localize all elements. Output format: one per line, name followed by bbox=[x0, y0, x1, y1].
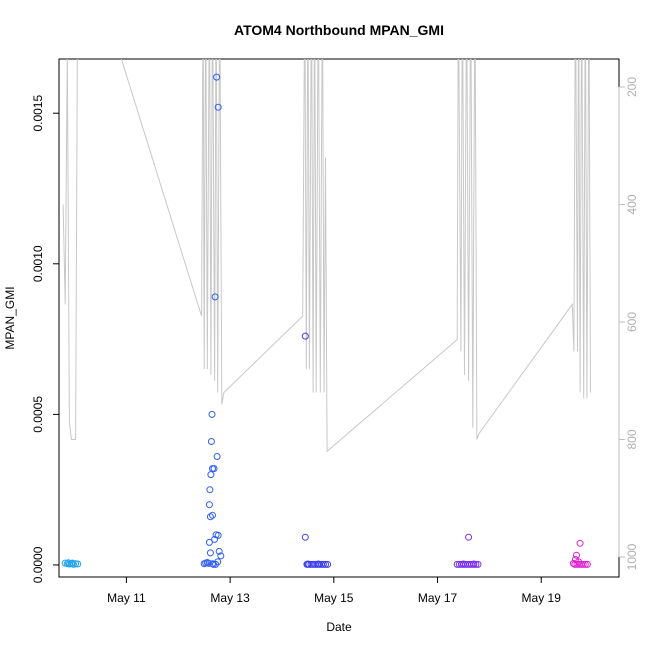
data-point bbox=[206, 486, 214, 494]
right-axis-series-layer bbox=[62, 59, 591, 453]
x-axis: May 11 May 13 May 15 May 17 May 19 bbox=[107, 576, 562, 605]
data-point bbox=[470, 560, 478, 568]
data-point bbox=[213, 73, 221, 81]
data-point bbox=[465, 533, 473, 541]
x-tick-label: May 15 bbox=[314, 591, 354, 605]
x-axis-label: Date bbox=[326, 620, 352, 634]
right-axis: 200 400 600 800 1000 bbox=[618, 77, 639, 570]
data-point bbox=[208, 410, 216, 418]
data-point bbox=[207, 438, 215, 445]
data-point bbox=[209, 511, 216, 519]
data-point bbox=[576, 539, 584, 547]
data-point bbox=[581, 560, 589, 568]
right-tick-label: 200 bbox=[625, 77, 639, 97]
right-tick-label: 400 bbox=[625, 194, 639, 214]
data-point bbox=[212, 560, 220, 568]
data-point bbox=[210, 560, 217, 568]
data-point bbox=[319, 560, 327, 568]
y-axis: 0.0000 0.0005 0.0010 0.0015 bbox=[31, 95, 60, 583]
data-point bbox=[324, 560, 332, 568]
data-point bbox=[205, 501, 213, 509]
data-point bbox=[214, 103, 222, 111]
data-point bbox=[206, 549, 214, 557]
y-axis-label: MPAN_GMI bbox=[3, 286, 17, 349]
y-tick-label: 0.0005 bbox=[31, 396, 45, 433]
x-tick-label: May 11 bbox=[107, 591, 146, 605]
x-tick-label: May 19 bbox=[522, 591, 562, 605]
y-tick-label: 0.0010 bbox=[31, 245, 45, 282]
chart-title: ATOM4 Northbound MPAN_GMI bbox=[234, 22, 444, 38]
x-tick-label: May 13 bbox=[210, 591, 250, 605]
data-point bbox=[583, 560, 591, 568]
data-point bbox=[205, 559, 213, 567]
data-point bbox=[304, 560, 312, 568]
data-point bbox=[213, 453, 221, 460]
points-layer bbox=[61, 73, 591, 568]
data-point bbox=[211, 535, 219, 543]
data-point bbox=[214, 531, 222, 539]
right-tick-label: 600 bbox=[625, 312, 639, 332]
right-tick-label: 1000 bbox=[625, 543, 639, 570]
data-point bbox=[205, 538, 213, 546]
y-tick-label: 0.0000 bbox=[31, 546, 45, 583]
data-point bbox=[211, 293, 219, 301]
data-point bbox=[217, 552, 225, 560]
right-tick-label: 800 bbox=[625, 429, 639, 449]
y-tick-label: 0.0015 bbox=[31, 95, 45, 132]
data-point bbox=[459, 560, 467, 568]
data-point bbox=[301, 332, 309, 340]
data-point bbox=[314, 560, 322, 568]
data-point bbox=[322, 560, 329, 568]
data-point bbox=[301, 533, 309, 541]
data-point bbox=[69, 559, 76, 567]
x-tick-label: May 17 bbox=[418, 591, 458, 605]
right-axis-series-line bbox=[62, 59, 591, 453]
data-point bbox=[579, 560, 587, 568]
data-point bbox=[474, 560, 482, 568]
data-point bbox=[215, 547, 223, 555]
data-point bbox=[64, 559, 72, 567]
data-point bbox=[573, 551, 580, 559]
data-point bbox=[74, 560, 82, 568]
data-point bbox=[210, 465, 218, 473]
data-point bbox=[206, 513, 214, 521]
